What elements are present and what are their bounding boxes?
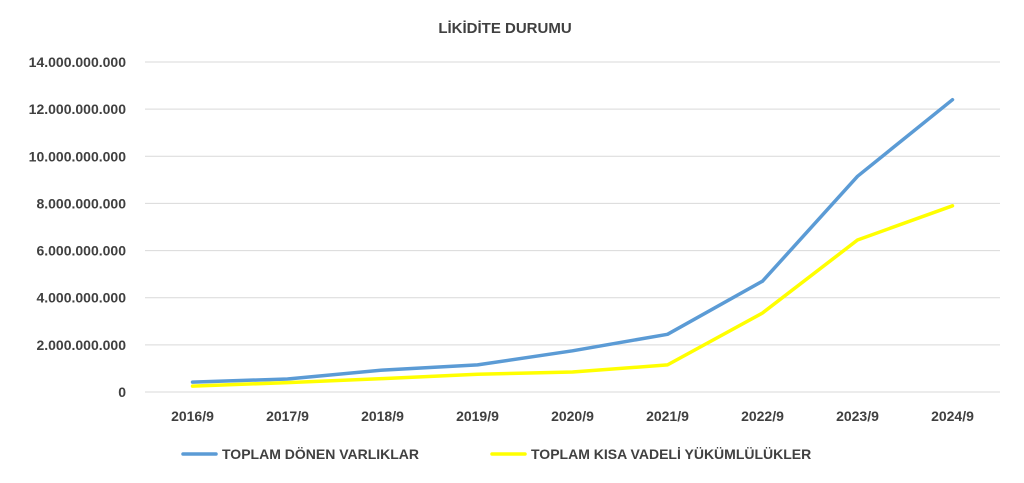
x-axis-ticks: 2016/9 2017/9 2018/9 2019/9 2020/9 2021/9 2022… <box>171 408 974 424</box>
y-tick-label: 4.000.000.000 <box>36 290 126 306</box>
x-tick-label: 2017/9 <box>266 408 309 424</box>
y-tick-label: 12.000.000.000 <box>29 101 127 117</box>
series-line-0 <box>190 97 955 384</box>
x-tick-label: 2020/9 <box>551 408 594 424</box>
y-tick-label: 14.000.000.000 <box>29 54 127 70</box>
x-tick-label: 2023/9 <box>836 408 879 424</box>
y-tick-label: 10.000.000.000 <box>29 148 127 164</box>
x-tick-label: 2018/9 <box>361 408 404 424</box>
x-tick-label: 2016/9 <box>171 408 214 424</box>
chart-title: LİKİDİTE DURUMU <box>438 20 571 37</box>
y-tick-label: 2.000.000.000 <box>36 337 126 353</box>
gridlines <box>145 61 1000 393</box>
y-tick-label: 0 <box>118 384 126 400</box>
x-tick-label: 2019/9 <box>456 408 499 424</box>
legend-label-1: TOPLAM KISA VADELİ YÜKÜMLÜLÜKLER <box>531 446 811 462</box>
y-tick-label: 6.000.000.000 <box>36 243 126 259</box>
x-tick-label: 2022/9 <box>741 408 784 424</box>
y-tick-label: 8.000.000.000 <box>36 195 126 211</box>
y-axis-ticks: 0 2.000.000.000 4.000.000.000 6.000.000.000… <box>29 54 127 400</box>
x-tick-label: 2021/9 <box>646 408 689 424</box>
series-lines <box>190 97 955 388</box>
series-line-1 <box>190 204 955 388</box>
legend-label-0: TOPLAM DÖNEN VARLIKLAR <box>222 446 419 462</box>
legend: TOPLAM DÖNEN VARLIKLAR TOPLAM KISA VADELİ… <box>181 446 811 462</box>
x-tick-label: 2024/9 <box>931 408 974 424</box>
